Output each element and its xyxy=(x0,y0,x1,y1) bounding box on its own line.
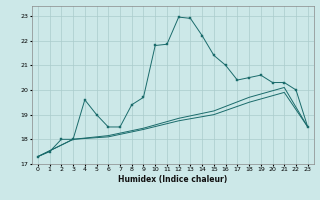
X-axis label: Humidex (Indice chaleur): Humidex (Indice chaleur) xyxy=(118,175,228,184)
